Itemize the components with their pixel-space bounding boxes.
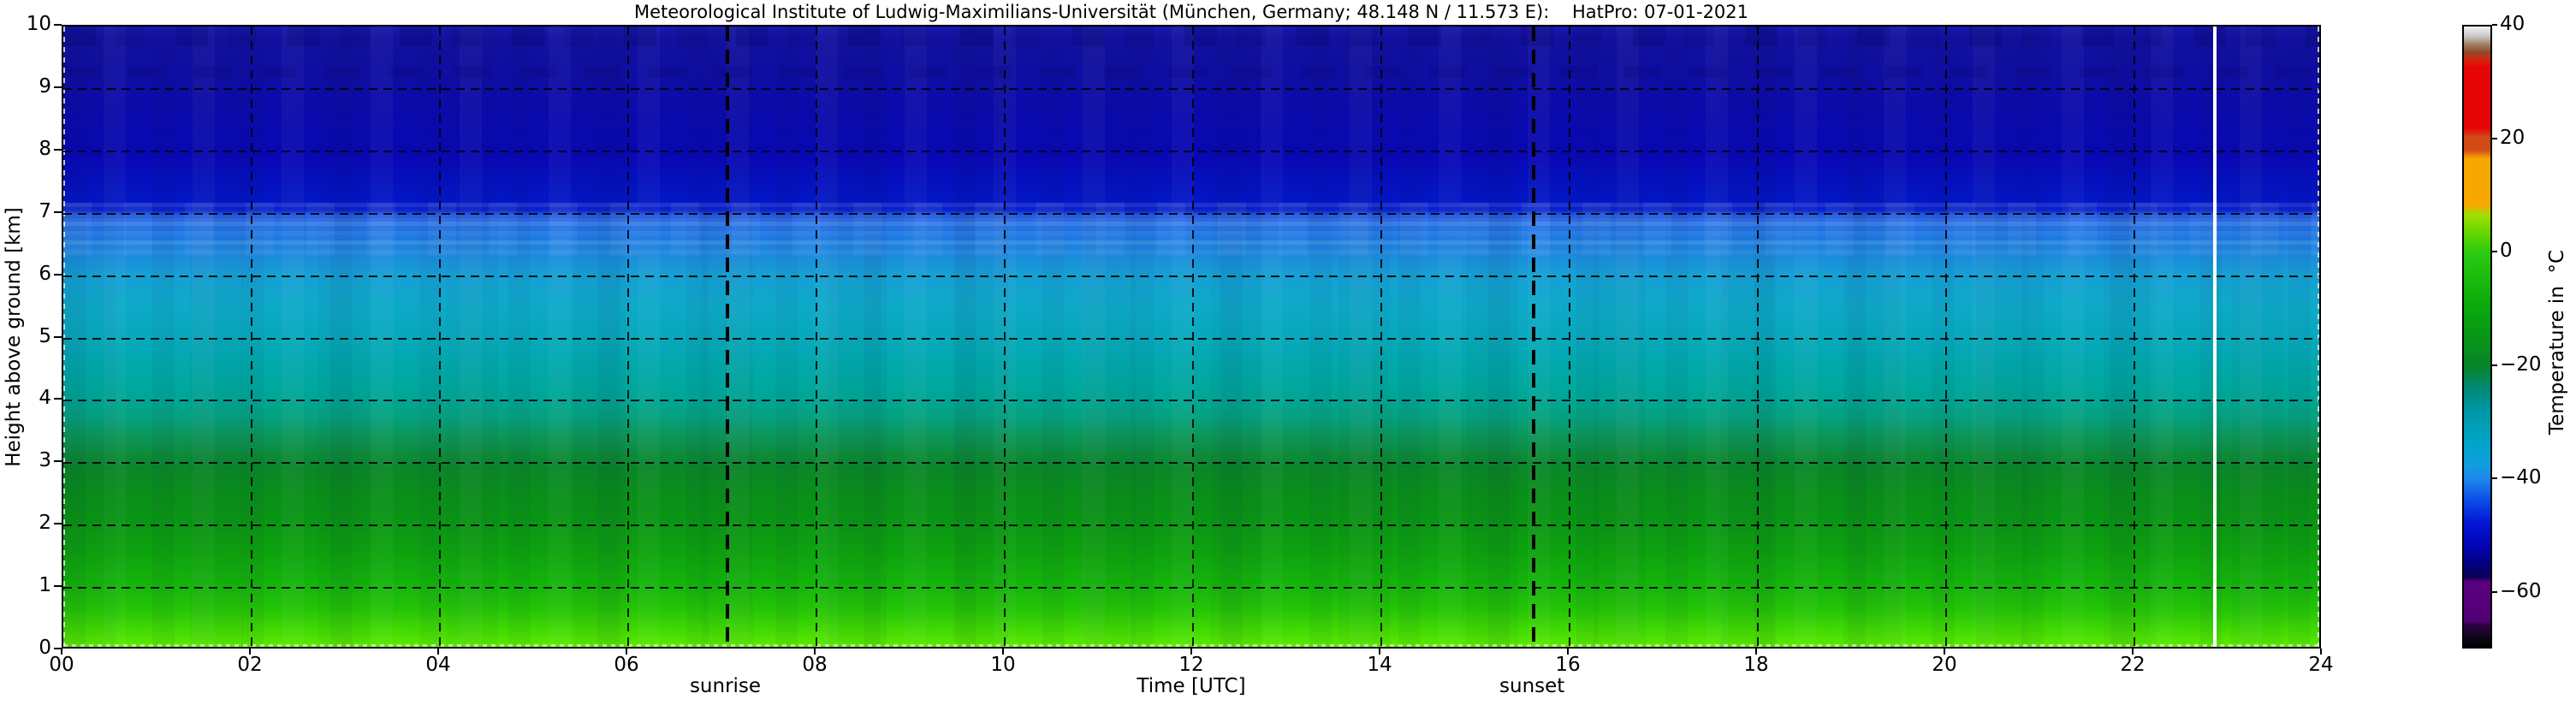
gridline-horizontal bbox=[63, 87, 2319, 90]
x-tick-mark bbox=[1002, 649, 1004, 655]
x-tick-mark bbox=[814, 649, 816, 655]
y-tick-label: 0 bbox=[39, 637, 51, 659]
gridline-vertical bbox=[251, 27, 252, 647]
colorbar-tick-label: −20 bbox=[2500, 352, 2542, 376]
colorbar-tick-mark bbox=[2492, 477, 2497, 480]
x-tick-label: 16 bbox=[1555, 654, 1581, 676]
colorbar-tick-mark bbox=[2492, 590, 2497, 593]
sunrise-label: sunrise bbox=[689, 675, 762, 697]
upper-level-band bbox=[63, 27, 2319, 47]
x-tick-mark bbox=[2132, 649, 2134, 655]
7km-transition-band bbox=[63, 202, 2319, 257]
colorbar-tick-label: 40 bbox=[2500, 13, 2526, 35]
gridline-vertical bbox=[1757, 27, 1759, 647]
colorbar-tick-label: 0 bbox=[2500, 240, 2513, 263]
x-tick-label: 06 bbox=[614, 654, 639, 676]
y-tick-mark bbox=[54, 148, 62, 151]
plot-title: Meteorological Institute of Ludwig-Maxim… bbox=[633, 2, 1749, 22]
x-tick-label: 04 bbox=[425, 654, 451, 676]
colorbar-tick-label: 20 bbox=[2500, 126, 2526, 149]
gridline-vertical bbox=[1192, 27, 1194, 647]
x-tick-mark bbox=[1190, 649, 1192, 655]
colorbar-tick-mark bbox=[2492, 24, 2497, 26]
y-tick-label: 9 bbox=[39, 74, 51, 98]
x-tick-label: 10 bbox=[990, 654, 1016, 676]
y-tick-mark bbox=[54, 24, 62, 26]
x-tick-label: 02 bbox=[237, 654, 263, 676]
colorbar-tick-mark bbox=[2492, 364, 2497, 366]
x-tick-mark bbox=[626, 649, 627, 655]
gridline-horizontal bbox=[63, 337, 2319, 340]
right-spine-dashes bbox=[2318, 27, 2319, 647]
gridline-horizontal bbox=[63, 150, 2319, 152]
time-marker-line bbox=[2212, 27, 2217, 647]
y-tick-label: 2 bbox=[39, 512, 51, 535]
y-tick-label: 10 bbox=[26, 13, 51, 35]
y-tick-label: 4 bbox=[39, 387, 51, 410]
gridline-vertical bbox=[2134, 27, 2135, 647]
gridline-vertical bbox=[1004, 27, 1006, 647]
gridline-vertical bbox=[1380, 27, 1382, 647]
x-tick-label: 08 bbox=[802, 654, 828, 676]
x-tick-mark bbox=[1567, 649, 1569, 655]
gridline-vertical bbox=[1569, 27, 1570, 647]
x-axis-label: Time [UTC] bbox=[1137, 675, 1246, 697]
surface-dotted-line bbox=[63, 644, 2319, 647]
gridline-vertical bbox=[439, 27, 441, 647]
gridline-horizontal bbox=[63, 462, 2319, 465]
y-tick-mark bbox=[54, 585, 62, 588]
x-tick-mark bbox=[1379, 649, 1380, 655]
y-tick-mark bbox=[54, 460, 62, 463]
gridline-horizontal bbox=[63, 524, 2319, 527]
colorbar bbox=[2462, 25, 2492, 649]
9km-band bbox=[63, 65, 2319, 79]
colorbar-tick-mark bbox=[2492, 251, 2497, 253]
x-tick-mark bbox=[437, 649, 439, 655]
y-tick-label: 1 bbox=[39, 574, 51, 597]
x-tick-label: 14 bbox=[1367, 654, 1392, 676]
x-tick-mark bbox=[249, 649, 251, 655]
sunrise-line bbox=[725, 27, 729, 647]
y-tick-mark bbox=[54, 648, 62, 649]
x-tick-label: 18 bbox=[1743, 654, 1769, 676]
gridline-horizontal bbox=[63, 275, 2319, 277]
colorbar-tick-label: −40 bbox=[2500, 466, 2542, 489]
y-tick-mark bbox=[54, 398, 62, 400]
gridline-vertical bbox=[627, 27, 629, 647]
x-tick-mark bbox=[1755, 649, 1757, 655]
y-tick-label: 8 bbox=[39, 137, 51, 160]
x-tick-label: 24 bbox=[2308, 654, 2334, 676]
sunset-line bbox=[1532, 27, 1536, 647]
left-spine-dashes bbox=[63, 27, 65, 647]
gridline-vertical bbox=[816, 27, 817, 647]
y-tick-mark bbox=[54, 335, 62, 338]
gridline-vertical bbox=[1945, 27, 1947, 647]
y-tick-mark bbox=[54, 210, 62, 213]
x-tick-mark bbox=[61, 649, 62, 655]
gridline-horizontal bbox=[63, 400, 2319, 402]
gridline-horizontal bbox=[63, 587, 2319, 589]
y-tick-label: 6 bbox=[39, 262, 51, 285]
y-tick-mark bbox=[54, 86, 62, 88]
gridline-horizontal bbox=[63, 212, 2319, 215]
colorbar-tick-mark bbox=[2492, 137, 2497, 139]
x-tick-mark bbox=[2320, 649, 2322, 655]
colorbar-label: Temperature in °C bbox=[2546, 249, 2568, 435]
y-tick-mark bbox=[54, 273, 62, 275]
time-variability-streaks bbox=[63, 27, 2319, 647]
x-tick-label: 20 bbox=[1932, 654, 1957, 676]
heatmap-plot-area bbox=[62, 25, 2321, 649]
y-tick-label: 7 bbox=[39, 199, 51, 222]
x-tick-label: 12 bbox=[1178, 654, 1204, 676]
x-tick-mark bbox=[1944, 649, 1945, 655]
x-tick-label: 00 bbox=[49, 654, 74, 676]
x-tick-label: 22 bbox=[2120, 654, 2146, 676]
colorbar-tick-label: −60 bbox=[2500, 579, 2542, 602]
y-tick-label: 5 bbox=[39, 324, 51, 347]
y-tick-label: 3 bbox=[39, 449, 51, 472]
y-tick-mark bbox=[54, 523, 62, 525]
sunset-label: sunset bbox=[1499, 675, 1565, 697]
